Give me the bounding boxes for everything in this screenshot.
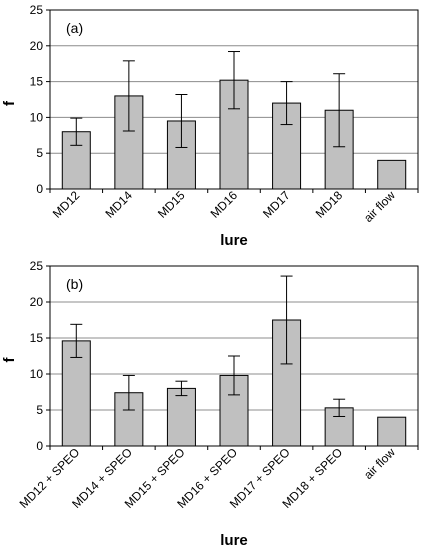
bar-2-1 (61, 340, 91, 447)
y-tick-label-2-4: 20 (30, 295, 44, 309)
y-tick-label-2-2: 10 (30, 367, 44, 381)
y-tick-label-2-1: 5 (36, 403, 43, 417)
category-label-1-5: MD17 (260, 188, 293, 221)
y-tick-label-1-2: 10 (30, 110, 44, 124)
x-axis-title-1: lure (220, 232, 248, 249)
y-tick-label-1-5: 25 (30, 3, 44, 17)
category-label-1-1: MD12 (50, 188, 83, 221)
category-label-1-7: air flow (361, 188, 398, 225)
panel-label-2: (b) (66, 276, 83, 292)
y-axis-title-2: f (1, 357, 18, 363)
bar-2-7 (377, 416, 407, 447)
category-label-1-3: MD15 (155, 188, 188, 221)
bar-1-6 (324, 109, 354, 190)
x-axis-title-2: lure (220, 532, 248, 549)
y-tick-label-1-4: 20 (30, 39, 44, 53)
bar-1-7 (377, 159, 407, 190)
category-label-2-7: air flow (361, 445, 398, 482)
bar-1-4 (219, 79, 249, 190)
category-label-1-6: MD18 (313, 188, 346, 221)
bar-2-3 (166, 387, 196, 447)
y-tick-label-2-3: 15 (30, 331, 44, 345)
y-tick-label-1-1: 5 (36, 146, 43, 160)
category-label-1-2: MD14 (102, 188, 135, 221)
y-tick-label-1-3: 15 (30, 75, 44, 89)
category-label-1-4: MD16 (208, 188, 241, 221)
panel-label-1: (a) (66, 20, 83, 36)
y-tick-label-1-0: 0 (36, 182, 43, 196)
y-axis-title-1: f (1, 100, 18, 106)
y-tick-label-2-5: 25 (30, 259, 44, 273)
y-tick-label-2-0: 0 (36, 439, 43, 453)
